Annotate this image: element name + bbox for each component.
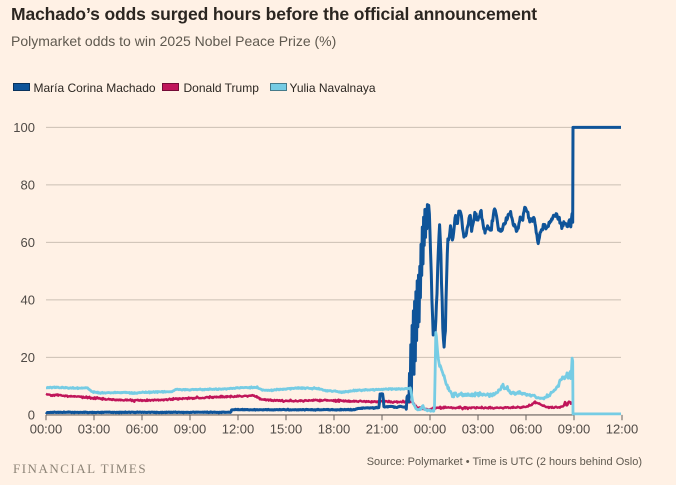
svg-text:00:00: 00:00 [30, 422, 63, 437]
svg-text:0: 0 [28, 408, 35, 423]
svg-text:18:00: 18:00 [318, 422, 351, 437]
svg-text:15:00: 15:00 [270, 422, 303, 437]
svg-text:09:00: 09:00 [174, 422, 207, 437]
svg-text:03:00: 03:00 [78, 422, 111, 437]
svg-text:20: 20 [21, 350, 35, 365]
svg-text:09:00: 09:00 [558, 422, 591, 437]
svg-text:06:00: 06:00 [510, 422, 543, 437]
svg-text:12:00: 12:00 [606, 422, 639, 437]
svg-text:40: 40 [21, 293, 35, 308]
svg-text:21:00: 21:00 [366, 422, 399, 437]
svg-text:12:00: 12:00 [222, 422, 255, 437]
svg-text:03:00: 03:00 [462, 422, 495, 437]
svg-text:100: 100 [13, 120, 35, 135]
svg-text:80: 80 [21, 178, 35, 193]
svg-text:06:00: 06:00 [126, 422, 159, 437]
svg-text:60: 60 [21, 235, 35, 250]
svg-text:00:00: 00:00 [414, 422, 447, 437]
